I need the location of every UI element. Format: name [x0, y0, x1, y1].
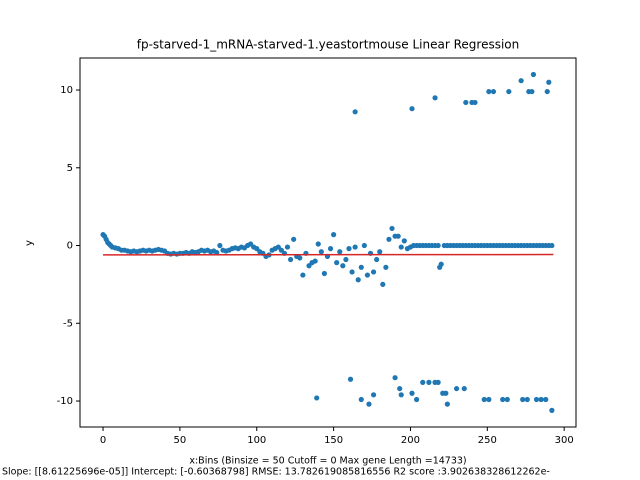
data-point: [327, 246, 334, 252]
x-tick-label: 0: [100, 435, 106, 446]
plot-frame: [79, 57, 577, 428]
x-tick-label: 200: [401, 435, 420, 446]
data-point: [358, 396, 364, 403]
data-point: [370, 269, 377, 275]
data-point: [312, 258, 318, 264]
data-point: [291, 236, 297, 242]
data-point: [414, 396, 420, 403]
data-point: [352, 109, 358, 115]
data-point: [530, 71, 537, 78]
data-point: [409, 106, 415, 112]
x-tick-label: 100: [247, 435, 266, 446]
data-point: [370, 392, 377, 398]
data-point: [380, 281, 386, 288]
x-tick-label: 50: [174, 435, 187, 446]
data-point: [346, 246, 352, 252]
data-point: [549, 407, 555, 413]
data-point: [426, 379, 432, 385]
data-point: [364, 272, 371, 278]
data-point: [506, 88, 512, 95]
data-point: [318, 249, 324, 255]
data-point: [397, 385, 403, 392]
data-point: [549, 242, 555, 249]
data-point: [544, 88, 550, 95]
data-point: [392, 375, 398, 381]
x-tick-label: 300: [555, 435, 574, 446]
data-point: [398, 244, 404, 250]
y-tick-label: 5: [67, 163, 73, 174]
data-point: [453, 385, 460, 392]
data-point: [472, 99, 478, 106]
data-point: [486, 88, 492, 95]
data-point: [543, 396, 549, 403]
data-point: [361, 242, 367, 249]
data-point: [443, 390, 449, 396]
data-point: [214, 249, 220, 256]
data-point: [504, 396, 510, 403]
data-point: [337, 249, 343, 255]
data-point: [349, 269, 355, 275]
data-point: [538, 396, 544, 403]
data-point: [461, 385, 467, 392]
data-point: [334, 260, 340, 266]
data-point: [409, 390, 415, 396]
data-point: [463, 99, 469, 106]
data-point: [432, 95, 438, 101]
data-point: [321, 270, 327, 277]
data-point: [386, 236, 392, 242]
data-point: [420, 379, 426, 385]
data-point: [389, 225, 395, 232]
data-point: [401, 238, 407, 244]
data-point: [297, 255, 303, 261]
y-axis-label: y: [24, 240, 35, 246]
data-point: [518, 78, 524, 84]
data-point: [355, 277, 361, 283]
data-point: [340, 263, 346, 269]
data-point: [490, 88, 497, 95]
y-tick-label: 0: [67, 241, 73, 252]
data-point: [435, 379, 441, 385]
data-point: [377, 249, 383, 255]
y-tick-label: -5: [63, 318, 73, 329]
x-axis-label: x:Bins (Binsize = 50 Cutoff = 0 Max gene…: [189, 456, 466, 467]
data-point: [331, 232, 337, 238]
y-tick-label: 10: [60, 85, 73, 96]
data-point: [374, 256, 380, 263]
data-point: [284, 244, 291, 250]
data-point: [395, 233, 401, 239]
x-tick-label: 150: [324, 435, 343, 446]
data-point: [217, 242, 223, 249]
data-point: [435, 242, 441, 249]
data-point: [486, 396, 492, 403]
data-point: [444, 401, 450, 407]
x-axis-stats: Slope: [[8.61225696e-05]] Intercept: [-0…: [2, 467, 550, 478]
data-point: [398, 392, 404, 398]
data-point: [366, 401, 372, 407]
data-point: [358, 264, 364, 270]
data-point: [533, 396, 540, 403]
data-point: [520, 396, 526, 403]
data-point: [529, 88, 535, 95]
data-point: [481, 396, 487, 403]
data-point: [546, 79, 552, 85]
data-point: [315, 241, 321, 247]
chart-title: fp-starved-1_mRNA-starved-1.yeastortmous…: [137, 38, 520, 52]
data-point: [287, 256, 294, 263]
data-point: [300, 272, 306, 278]
data-point: [352, 244, 358, 250]
y-tick-label: -10: [57, 396, 73, 407]
data-point: [383, 264, 389, 270]
data-point: [524, 396, 530, 403]
x-tick-label: 250: [478, 435, 497, 446]
data-point: [314, 395, 320, 401]
data-point: [343, 256, 349, 263]
data-point: [438, 261, 444, 267]
data-point: [500, 396, 506, 403]
data-point: [347, 376, 354, 382]
